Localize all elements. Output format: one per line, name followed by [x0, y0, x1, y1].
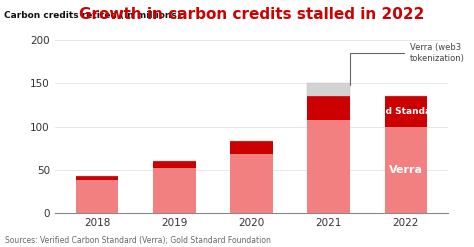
- Bar: [230, 154, 273, 213]
- Bar: [307, 96, 350, 121]
- Text: Verra (web3
tokenization): Verra (web3 tokenization): [350, 43, 465, 85]
- Bar: [76, 176, 118, 180]
- Text: Gold Standard: Gold Standard: [369, 107, 442, 116]
- Bar: [76, 180, 118, 213]
- Text: Verra: Verra: [389, 165, 423, 175]
- Text: Carbon credits retired (in millions): Carbon credits retired (in millions): [3, 11, 181, 20]
- Bar: [384, 126, 427, 213]
- Title: Growth in carbon credits stalled in 2022: Growth in carbon credits stalled in 2022: [79, 7, 424, 22]
- Bar: [307, 83, 350, 96]
- Bar: [153, 161, 195, 168]
- Bar: [384, 96, 427, 126]
- Bar: [153, 168, 195, 213]
- Text: Sources: Verified Carbon Standard (Verra); Gold Standard Foundation: Sources: Verified Carbon Standard (Verra…: [5, 236, 271, 245]
- Bar: [230, 141, 273, 154]
- Bar: [307, 121, 350, 213]
